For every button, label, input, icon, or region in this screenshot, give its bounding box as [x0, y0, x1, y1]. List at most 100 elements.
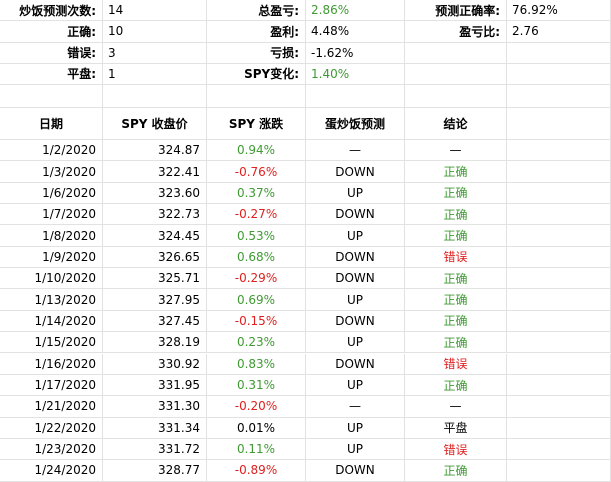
result-cell[interactable]: 正确: [405, 310, 507, 333]
empty-cell[interactable]: [507, 140, 611, 162]
column-header[interactable]: SPY 涨跌: [207, 108, 306, 140]
close-price-cell[interactable]: 331.30: [103, 396, 207, 418]
change-cell[interactable]: -0.27%: [207, 204, 306, 226]
close-price-cell[interactable]: 327.45: [103, 310, 207, 333]
date-cell[interactable]: 1/14/2020: [0, 310, 103, 333]
empty-cell[interactable]: [103, 85, 207, 108]
date-cell[interactable]: 1/23/2020: [0, 438, 103, 461]
close-price-cell[interactable]: 323.60: [103, 182, 207, 205]
change-cell[interactable]: 0.68%: [207, 246, 306, 269]
prediction-cell[interactable]: DOWN: [306, 460, 405, 482]
summary-label[interactable]: 亏损:: [207, 42, 306, 64]
close-price-cell[interactable]: 328.19: [103, 332, 207, 354]
empty-cell[interactable]: [507, 374, 611, 397]
change-cell[interactable]: -0.20%: [207, 396, 306, 418]
empty-cell[interactable]: [306, 85, 405, 108]
prediction-cell[interactable]: —: [306, 396, 405, 418]
prediction-cell[interactable]: DOWN: [306, 310, 405, 333]
change-cell[interactable]: -0.89%: [207, 460, 306, 482]
prediction-cell[interactable]: —: [306, 140, 405, 162]
date-cell[interactable]: 1/15/2020: [0, 332, 103, 354]
change-cell[interactable]: -0.29%: [207, 268, 306, 290]
prediction-cell[interactable]: UP: [306, 438, 405, 461]
summary-value[interactable]: -1.62%: [306, 42, 405, 64]
summary-label[interactable]: 平盘:: [0, 63, 103, 85]
summary-value[interactable]: [507, 63, 611, 85]
empty-cell[interactable]: [507, 85, 611, 108]
summary-value[interactable]: 76.92%: [507, 0, 611, 22]
date-cell[interactable]: 1/8/2020: [0, 225, 103, 247]
close-price-cell[interactable]: 327.95: [103, 289, 207, 311]
summary-label[interactable]: 预测正确率:: [405, 0, 507, 22]
summary-value[interactable]: 4.48%: [306, 21, 405, 43]
summary-label[interactable]: [405, 63, 507, 85]
date-cell[interactable]: 1/7/2020: [0, 204, 103, 226]
result-cell[interactable]: 正确: [405, 161, 507, 183]
date-cell[interactable]: 1/10/2020: [0, 268, 103, 290]
column-header[interactable]: 日期: [0, 108, 103, 140]
close-price-cell[interactable]: 324.87: [103, 140, 207, 162]
summary-value[interactable]: [507, 42, 611, 64]
empty-cell[interactable]: [507, 332, 611, 354]
summary-label[interactable]: 盈利:: [207, 21, 306, 43]
summary-value[interactable]: 1.40%: [306, 63, 405, 85]
summary-value[interactable]: 2.86%: [306, 0, 405, 22]
result-cell[interactable]: 错误: [405, 353, 507, 375]
prediction-cell[interactable]: DOWN: [306, 161, 405, 183]
close-price-cell[interactable]: 328.77: [103, 460, 207, 482]
change-cell[interactable]: -0.76%: [207, 161, 306, 183]
date-cell[interactable]: 1/6/2020: [0, 182, 103, 205]
result-cell[interactable]: 正确: [405, 204, 507, 226]
empty-cell[interactable]: [507, 353, 611, 375]
result-cell[interactable]: 正确: [405, 289, 507, 311]
summary-label[interactable]: 盈亏比:: [405, 21, 507, 43]
result-cell[interactable]: 正确: [405, 332, 507, 354]
prediction-cell[interactable]: UP: [306, 332, 405, 354]
date-cell[interactable]: 1/21/2020: [0, 396, 103, 418]
change-cell[interactable]: 0.37%: [207, 182, 306, 205]
prediction-cell[interactable]: UP: [306, 289, 405, 311]
empty-cell[interactable]: [507, 246, 611, 269]
prediction-cell[interactable]: UP: [306, 225, 405, 247]
result-cell[interactable]: 正确: [405, 268, 507, 290]
empty-cell[interactable]: [507, 417, 611, 439]
result-cell[interactable]: —: [405, 140, 507, 162]
summary-value[interactable]: 10: [103, 21, 207, 43]
date-cell[interactable]: 1/16/2020: [0, 353, 103, 375]
summary-label[interactable]: 炒饭预测次数:: [0, 0, 103, 22]
empty-cell[interactable]: [507, 108, 611, 140]
prediction-cell[interactable]: DOWN: [306, 268, 405, 290]
date-cell[interactable]: 1/9/2020: [0, 246, 103, 269]
close-price-cell[interactable]: 326.65: [103, 246, 207, 269]
result-cell[interactable]: 正确: [405, 225, 507, 247]
close-price-cell[interactable]: 322.41: [103, 161, 207, 183]
result-cell[interactable]: 错误: [405, 438, 507, 461]
date-cell[interactable]: 1/3/2020: [0, 161, 103, 183]
summary-label[interactable]: 总盈亏:: [207, 0, 306, 22]
empty-cell[interactable]: [507, 161, 611, 183]
result-cell[interactable]: 正确: [405, 182, 507, 205]
change-cell[interactable]: 0.01%: [207, 417, 306, 439]
summary-value[interactable]: 2.76: [507, 21, 611, 43]
summary-label[interactable]: SPY变化:: [207, 63, 306, 85]
column-header[interactable]: SPY 收盘价: [103, 108, 207, 140]
prediction-cell[interactable]: UP: [306, 182, 405, 205]
empty-cell[interactable]: [207, 85, 306, 108]
empty-cell[interactable]: [507, 310, 611, 333]
summary-label[interactable]: 错误:: [0, 42, 103, 64]
empty-cell[interactable]: [507, 204, 611, 226]
column-header[interactable]: 结论: [405, 108, 507, 140]
date-cell[interactable]: 1/13/2020: [0, 289, 103, 311]
empty-cell[interactable]: [405, 85, 507, 108]
result-cell[interactable]: —: [405, 396, 507, 418]
summary-label[interactable]: 正确:: [0, 21, 103, 43]
change-cell[interactable]: 0.53%: [207, 225, 306, 247]
change-cell[interactable]: 0.23%: [207, 332, 306, 354]
empty-cell[interactable]: [507, 438, 611, 461]
column-header[interactable]: 蛋炒饭预测: [306, 108, 405, 140]
empty-cell[interactable]: [507, 289, 611, 311]
change-cell[interactable]: 0.83%: [207, 353, 306, 375]
close-price-cell[interactable]: 331.95: [103, 374, 207, 397]
prediction-cell[interactable]: DOWN: [306, 353, 405, 375]
close-price-cell[interactable]: 330.92: [103, 353, 207, 375]
